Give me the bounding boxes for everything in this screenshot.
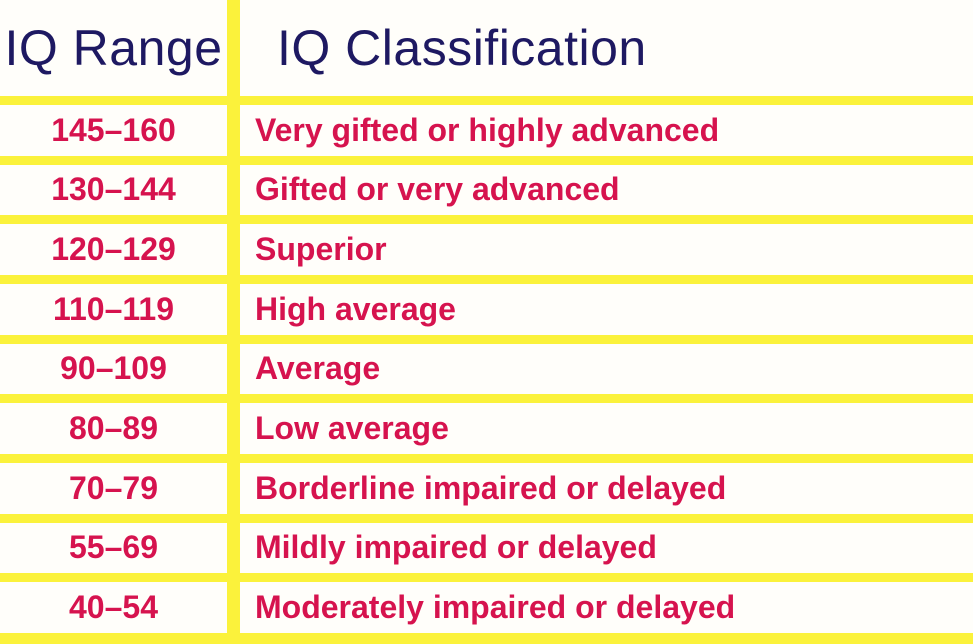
iq-range-cell: 40–54 bbox=[0, 573, 240, 633]
column-header-iq-range: IQ Range bbox=[0, 0, 240, 96]
iq-classification-cell: Gifted or very advanced bbox=[240, 155, 973, 216]
iq-classification-cell: High average bbox=[240, 275, 973, 335]
iq-range-cell: 130–144 bbox=[0, 155, 240, 216]
iq-range-cell: 110–119 bbox=[0, 275, 240, 335]
iq-classification-cell: Superior bbox=[240, 215, 973, 275]
iq-range-cell: 145–160 bbox=[0, 96, 240, 156]
iq-classification-cell: Moderately impaired or delayed bbox=[240, 573, 973, 633]
iq-range-cell: 90–109 bbox=[0, 334, 240, 395]
iq-classification-cell: Mildly impaired or delayed bbox=[240, 513, 973, 574]
column-header-iq-classification: IQ Classification bbox=[277, 20, 647, 76]
iq-range-cell: 70–79 bbox=[0, 454, 240, 514]
iq-classification-cell: Average bbox=[240, 334, 973, 395]
iq-range-cell: 120–129 bbox=[0, 215, 240, 275]
iq-classification-cell: Borderline impaired or delayed bbox=[240, 454, 973, 514]
iq-classification-cell: Low average bbox=[240, 394, 973, 454]
iq-range-cell: 55–69 bbox=[0, 513, 240, 574]
iq-classification-cell: Very gifted or highly advanced bbox=[240, 96, 973, 156]
iq-range-cell: 80–89 bbox=[0, 394, 240, 454]
